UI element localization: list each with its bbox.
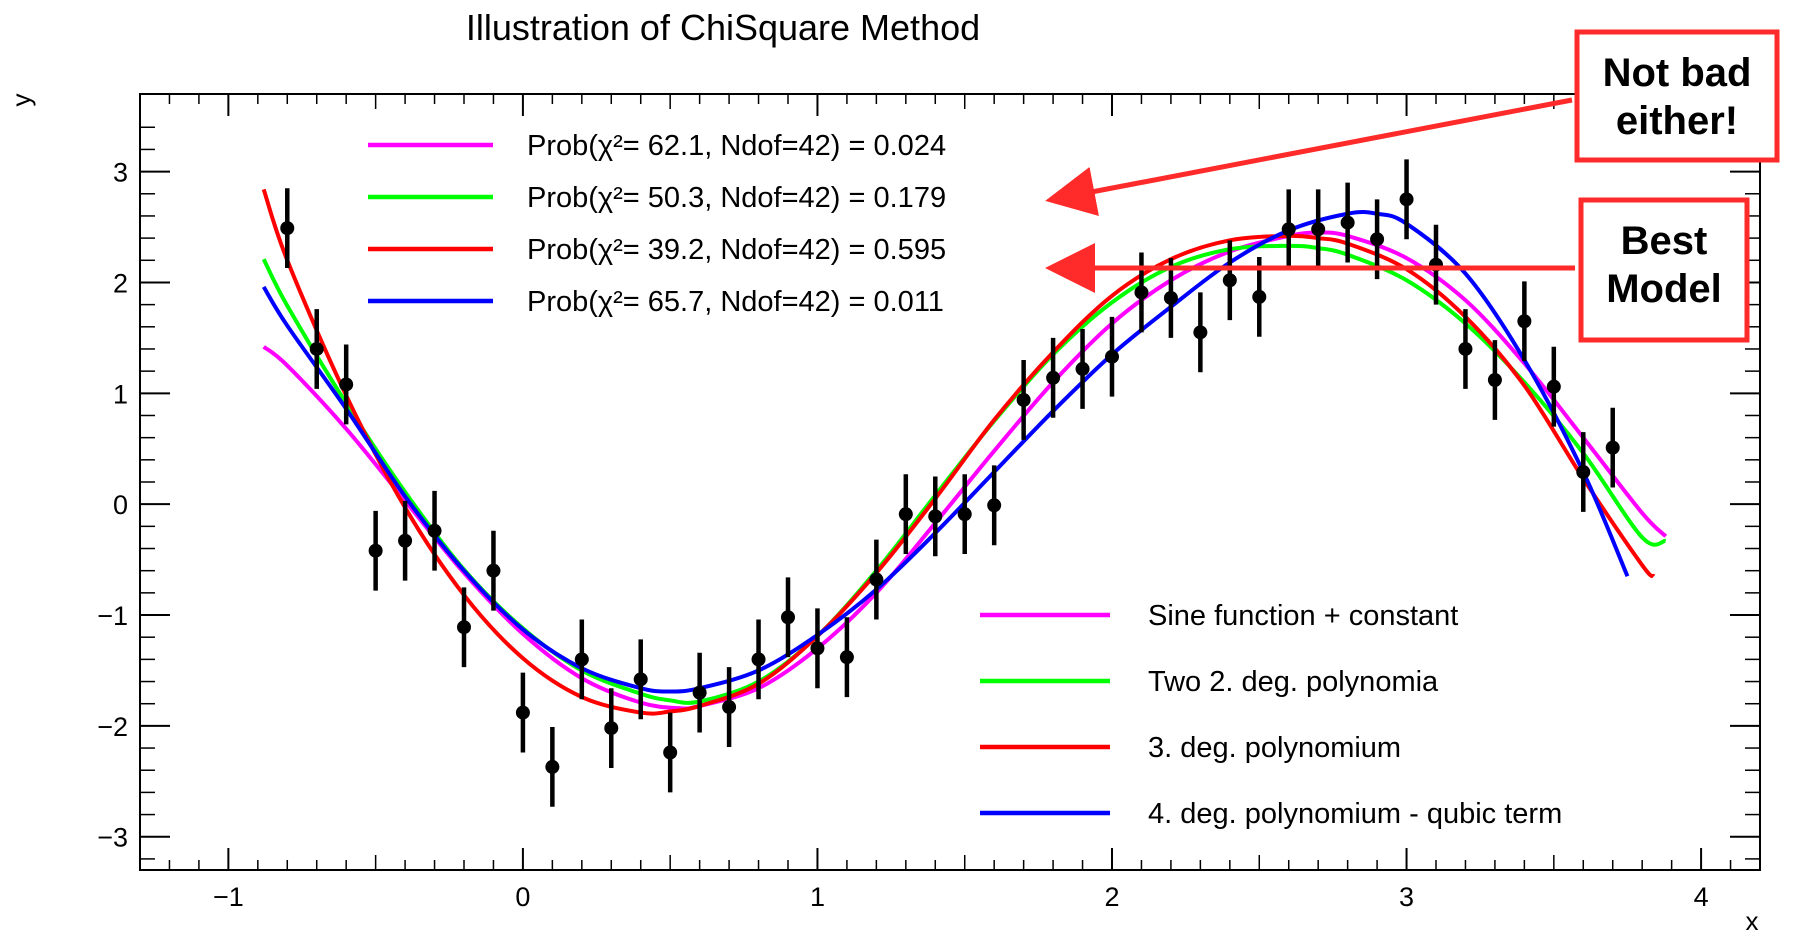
data-point bbox=[1046, 370, 1061, 385]
y-axis-label: y bbox=[6, 94, 36, 107]
legend-label: Two 2. deg. polynomia bbox=[1148, 666, 1439, 698]
legend-label: 3. deg. polynomium bbox=[1148, 732, 1401, 764]
y-tick-label: 1 bbox=[113, 379, 128, 409]
data-point bbox=[722, 700, 737, 715]
chart-title: Illustration of ChiSquare Method bbox=[466, 7, 980, 48]
fit-curve-3 bbox=[261, 188, 1656, 716]
callout-text: either! bbox=[1616, 99, 1738, 143]
y-tick-label: −2 bbox=[97, 712, 128, 742]
callout-text: Not bad bbox=[1603, 51, 1752, 95]
data-point bbox=[515, 705, 530, 720]
y-tick-label: −1 bbox=[97, 601, 128, 631]
x-tick-label: 1 bbox=[810, 882, 825, 912]
y-tick-label: −3 bbox=[97, 823, 128, 853]
legend-label: 4. deg. polynomium - qubic term bbox=[1148, 798, 1562, 830]
data-point bbox=[869, 572, 884, 587]
data-point bbox=[1517, 314, 1532, 329]
data-point bbox=[1311, 222, 1326, 237]
data-point bbox=[1105, 349, 1119, 364]
data-point bbox=[1252, 289, 1267, 304]
data-point bbox=[898, 507, 913, 522]
data-point bbox=[368, 543, 383, 558]
data-point bbox=[574, 652, 589, 667]
data-point bbox=[928, 509, 943, 524]
data-point bbox=[545, 759, 560, 774]
callout-text: Best bbox=[1621, 219, 1708, 263]
data-point bbox=[1075, 361, 1090, 376]
data-point bbox=[1399, 192, 1414, 207]
data-point bbox=[781, 610, 795, 625]
data-point bbox=[1193, 325, 1208, 340]
data-point bbox=[1016, 392, 1031, 407]
data-point bbox=[1370, 232, 1385, 247]
callout-box bbox=[1574, 29, 1780, 163]
x-tick-label: −1 bbox=[213, 882, 244, 912]
data-point bbox=[987, 498, 1002, 513]
data-point bbox=[1134, 285, 1149, 300]
data-point bbox=[427, 523, 442, 538]
callout-text: Model bbox=[1606, 267, 1722, 311]
data-point bbox=[398, 533, 413, 548]
data-point bbox=[1163, 290, 1178, 305]
top-legend-label: Prob(χ²= 39.2, Ndof=42) = 0.595 bbox=[527, 234, 946, 266]
fit-curve-4 bbox=[261, 210, 1630, 694]
top-legend-label: Prob(χ²= 65.7, Ndof=42) = 0.011 bbox=[527, 286, 944, 318]
data-point bbox=[486, 563, 501, 578]
fit-curve-1 bbox=[262, 230, 1668, 711]
data-point bbox=[1487, 373, 1502, 388]
x-tick-label: 3 bbox=[1399, 882, 1414, 912]
x-tick-label: 0 bbox=[515, 882, 530, 912]
data-point bbox=[1222, 273, 1237, 288]
top-legend-label: Prob(χ²= 50.3, Ndof=42) = 0.179 bbox=[527, 182, 946, 214]
data-point bbox=[1576, 465, 1591, 480]
legend-label: Sine function + constant bbox=[1148, 600, 1458, 632]
y-tick-label: 2 bbox=[113, 268, 128, 298]
y-tick-label: 3 bbox=[113, 158, 128, 188]
data-point bbox=[1458, 341, 1473, 356]
callout-box bbox=[1578, 197, 1750, 343]
data-point bbox=[663, 745, 678, 760]
data-point bbox=[957, 507, 972, 522]
y-tick-label: 0 bbox=[113, 490, 128, 520]
data-point bbox=[309, 341, 324, 356]
data-point bbox=[810, 641, 825, 656]
x-tick-label: 4 bbox=[1694, 882, 1709, 912]
data-point bbox=[751, 652, 766, 667]
data-point bbox=[839, 650, 854, 665]
data-point bbox=[457, 620, 471, 635]
callout-arrow bbox=[1045, 97, 1573, 217]
data-point bbox=[692, 685, 707, 700]
data-point bbox=[633, 672, 648, 687]
data-point bbox=[280, 221, 295, 236]
data-point bbox=[604, 721, 619, 736]
x-axis-label: x bbox=[1746, 906, 1759, 936]
data-point bbox=[1281, 222, 1296, 237]
data-point bbox=[1340, 215, 1355, 230]
x-tick-label: 2 bbox=[1104, 882, 1119, 912]
data-point bbox=[339, 377, 354, 392]
top-legend-label: Prob(χ²= 62.1, Ndof=42) = 0.024 bbox=[527, 130, 946, 162]
data-point bbox=[1605, 440, 1620, 455]
data-point bbox=[1546, 379, 1561, 394]
